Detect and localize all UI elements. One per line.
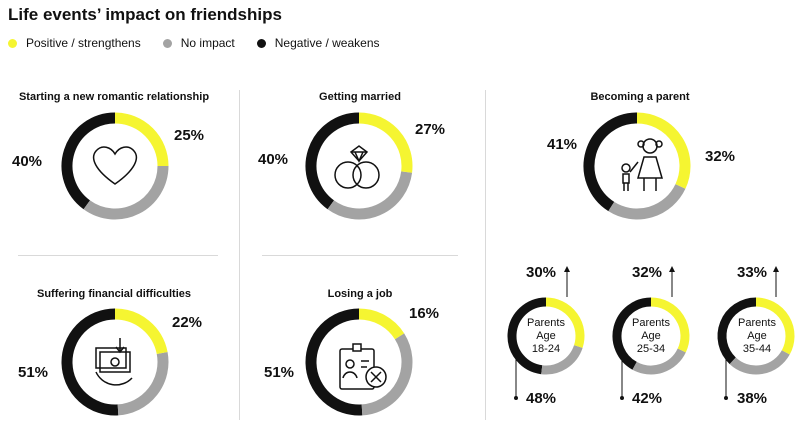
arrow-up-18-24 <box>564 266 570 272</box>
data-label-job-positive: 16% <box>409 305 440 322</box>
donut-slice-age-35-44-no-impact <box>729 349 790 375</box>
donut-slice-job-no-impact <box>361 333 413 416</box>
donut-slice-parent-negative <box>583 112 638 212</box>
data-label-married-positive: 27% <box>415 121 446 138</box>
data-label-romantic-negative: 40% <box>12 153 43 170</box>
donut-slice-age-18-24-negative <box>507 297 547 375</box>
chart-title-romantic: Starting a new romantic relationship <box>18 91 210 103</box>
divider-vertical-2 <box>485 90 486 420</box>
data-label-age-35-44-positive: 33% <box>737 264 768 281</box>
dot-25-34 <box>620 396 624 400</box>
inner-text-line: 18-24 <box>531 343 561 355</box>
donut-slice-age-25-34-positive <box>650 297 690 353</box>
inner-text-line: Parents <box>527 317 565 329</box>
inner-text-line: Parents <box>738 317 776 329</box>
inner-text-line: 35-44 <box>742 343 772 355</box>
legend-label-no-impact: No impact <box>180 36 235 50</box>
data-label-parent-positive: 32% <box>705 148 736 165</box>
leader-arrows <box>514 266 779 400</box>
donut-age-35-44-inner-text: Parents Age 35-44 <box>724 317 790 356</box>
donut-slice-married-positive <box>358 112 413 173</box>
legend-item-negative: Negative / weakens <box>256 36 380 50</box>
leader-lines <box>515 270 777 398</box>
inner-text-line: Age <box>747 330 767 342</box>
data-label-financial-positive: 22% <box>172 314 203 331</box>
donut-slice-financial-negative <box>61 308 119 416</box>
divider-vertical-1 <box>239 90 240 420</box>
donut-slice-romantic-positive <box>114 112 169 167</box>
wedding-rings-icon <box>334 145 380 189</box>
inner-text-line: 25-34 <box>636 343 666 355</box>
data-label-age-35-44-negative: 38% <box>737 390 768 407</box>
donut-age-25-34-inner-text: Parents Age 25-34 <box>618 317 684 356</box>
data-label-financial-negative: 51% <box>18 364 49 381</box>
arrow-up-35-44 <box>773 266 779 272</box>
heart-icon <box>92 146 138 185</box>
donut-slice-job-negative <box>305 308 363 416</box>
chart-title-parent: Becoming a parent <box>590 91 690 103</box>
legend-item-positive: Positive / strengthens <box>8 36 141 50</box>
divider-horizontal-1 <box>18 255 218 256</box>
dot-35-44 <box>724 396 728 400</box>
donut-slice-financial-positive <box>114 308 168 355</box>
data-label-job-negative: 51% <box>264 364 295 381</box>
data-label-age-25-34-negative: 42% <box>632 390 663 407</box>
inner-text-line: Age <box>641 330 661 342</box>
chart-title-job: Losing a job <box>327 288 393 300</box>
donut-slice-married-no-impact <box>327 171 413 220</box>
money-icon <box>95 338 133 386</box>
donut-slice-parent-no-impact <box>608 183 686 220</box>
donut-slice-parent-positive <box>636 112 691 189</box>
chart-title-financial: Suffering financial difficulties <box>36 288 192 300</box>
chart-title-married: Getting married <box>319 91 401 103</box>
donut-slice-age-18-24-positive <box>545 297 585 348</box>
donut-slice-romantic-negative <box>61 112 116 210</box>
donut-slice-financial-no-impact <box>117 351 169 416</box>
data-label-parent-negative: 41% <box>547 136 578 153</box>
donut-slice-married-negative <box>305 112 360 210</box>
donut-slice-romantic-no-impact <box>83 165 169 220</box>
inner-text-line: Parents <box>632 317 670 329</box>
parent-child-icon <box>621 138 663 191</box>
legend-label-positive: Positive / strengthens <box>26 36 141 50</box>
inner-text-line: Age <box>536 330 556 342</box>
legend-label-negative: Negative / weakens <box>274 36 380 50</box>
data-label-age-18-24-negative: 48% <box>526 390 557 407</box>
donut-slice-age-35-44-negative <box>717 297 757 365</box>
donut-slice-age-25-34-negative <box>612 297 652 370</box>
legend-swatch-positive <box>8 38 17 48</box>
donut-slice-age-18-24-no-impact <box>541 344 583 375</box>
id-card-x-icon <box>339 343 387 390</box>
donut-slice-age-35-44-positive <box>755 297 795 355</box>
data-label-romantic-positive: 25% <box>174 127 205 144</box>
legend-swatch-negative <box>256 38 266 48</box>
legend-swatch-no-impact <box>162 38 172 48</box>
donut-age-18-24-inner-text: Parents Age 18-24 <box>513 317 579 356</box>
arrow-up-25-34 <box>669 266 675 272</box>
legend: Positive / strengthens No impact Negativ… <box>8 36 402 50</box>
donut-slice-job-positive <box>358 308 405 340</box>
chart-title: Life events’ impact on friendships <box>8 5 282 24</box>
data-label-age-25-34-positive: 32% <box>632 264 663 281</box>
data-label-age-18-24-positive: 30% <box>526 264 557 281</box>
donut-slice-age-25-34-no-impact <box>632 348 686 375</box>
legend-item-no-impact: No impact <box>162 36 235 50</box>
data-label-married-negative: 40% <box>258 151 289 168</box>
divider-horizontal-2 <box>262 255 458 256</box>
dot-18-24 <box>514 396 518 400</box>
